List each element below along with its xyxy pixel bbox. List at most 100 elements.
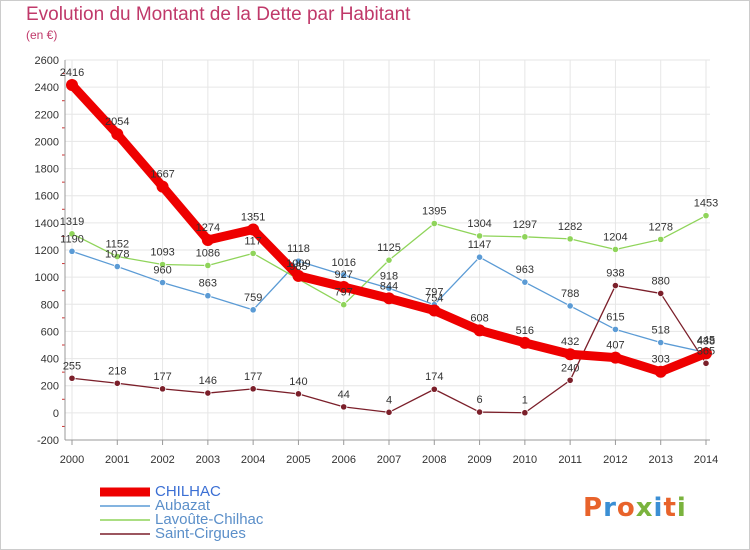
data-label: 174 (425, 371, 443, 383)
x-tick-label: 2005 (286, 454, 310, 466)
data-label: 445 (697, 334, 715, 346)
data-labels: 2416 2054 1667 1274 1351 1009 927 844 754 608 516 4… (60, 67, 718, 407)
data-point (475, 408, 484, 416)
y-tick-label: 0 (53, 408, 59, 420)
data-point (158, 385, 167, 393)
data-point (340, 403, 348, 411)
logo-letter: i (676, 493, 687, 523)
data-point (521, 409, 529, 417)
data-point (158, 260, 167, 269)
data-label: 608 (470, 312, 488, 324)
x-tick-label: 2006 (331, 454, 355, 466)
data-label: 1093 (150, 247, 174, 259)
data-label: 407 (606, 340, 624, 352)
data-point (702, 212, 710, 220)
data-point (247, 223, 260, 236)
data-label: 1304 (467, 218, 491, 230)
data-point (385, 256, 393, 264)
data-label: 1009 (286, 258, 310, 270)
data-point (700, 347, 712, 360)
data-label: 863 (199, 278, 217, 290)
grid-lines (65, 59, 710, 441)
logo-letter: P (583, 493, 604, 523)
data-label: 1204 (603, 231, 627, 243)
data-label: 1278 (648, 221, 672, 233)
y-tick-label: 1600 (35, 191, 59, 203)
data-label: 1078 (105, 249, 129, 261)
data-label: 754 (425, 293, 443, 305)
data-label: 1190 (60, 233, 84, 245)
proxiti-logo: Proxiti (583, 493, 687, 523)
data-label: 255 (63, 360, 81, 372)
data-point (521, 233, 529, 241)
data-label: 438 (697, 335, 715, 347)
x-tick-label: 2014 (694, 454, 718, 466)
data-point (518, 336, 531, 349)
data-label: 44 (338, 389, 350, 401)
data-label: 1319 (60, 216, 84, 228)
x-tick-label: 2002 (150, 454, 174, 466)
data-label: 1297 (513, 219, 537, 231)
data-label: 1667 (150, 169, 174, 181)
data-label: 1152 (105, 239, 129, 251)
data-label: 2054 (105, 116, 129, 128)
data-label: 4 (386, 394, 392, 406)
y-tick-label: 1000 (35, 272, 59, 284)
data-point (113, 252, 121, 261)
data-label: 844 (380, 280, 398, 292)
legend-label-aubazat: Aubazat (155, 497, 211, 514)
data-label: 1274 (196, 222, 220, 234)
x-tick-label: 2003 (196, 454, 220, 466)
data-label: 788 (561, 288, 579, 300)
data-point (111, 128, 124, 141)
data-label: 518 (652, 325, 670, 337)
data-point (521, 278, 529, 286)
y-tick-label: 1400 (35, 218, 59, 230)
data-point (654, 365, 667, 378)
data-point (249, 249, 257, 257)
data-label: 117 (244, 235, 262, 247)
legend-label-saint-cirgues: Saint-Cirgues (155, 525, 246, 542)
data-point (657, 235, 665, 244)
data-point (294, 257, 303, 265)
y-tick-label: 1800 (35, 164, 59, 176)
data-point (475, 253, 484, 261)
y-tick-label: 200 (41, 381, 59, 393)
data-point (204, 389, 212, 397)
y-tick-label: -200 (37, 435, 59, 447)
data-point (657, 338, 665, 347)
legend-label-chilhac: CHILHAC (155, 483, 221, 500)
data-point (294, 390, 303, 398)
data-label: 2416 (60, 67, 84, 79)
data-label: 1125 (377, 242, 401, 254)
data-point (113, 262, 121, 271)
data-label: 1351 (241, 212, 265, 224)
x-tick-label: 2013 (648, 454, 672, 466)
data-point (66, 78, 78, 91)
logo-letter: o (616, 493, 636, 523)
data-point (113, 379, 121, 387)
y-tick-label: 2200 (35, 109, 59, 121)
data-label: 1016 (331, 257, 355, 269)
data-point (428, 304, 441, 317)
data-point (566, 235, 574, 243)
data-label: 6 (477, 394, 483, 406)
data-point (475, 232, 484, 240)
data-point (249, 385, 257, 393)
chart-title: Evolution du Montant de la Dette par Hab… (26, 4, 411, 25)
data-point (249, 306, 257, 314)
data-label: 1147 (468, 239, 492, 251)
axes: -200 0 200 400 600 800 1000 1200 1400 1600 1800 200… (35, 55, 719, 466)
data-label: 432 (561, 336, 579, 348)
data-label: 1395 (422, 206, 446, 218)
data-point (609, 351, 622, 364)
data-point (68, 230, 76, 238)
data-label: 797 (335, 287, 353, 299)
data-point (611, 325, 620, 333)
data-label: 303 (652, 354, 670, 366)
legend (100, 487, 150, 535)
data-label: 880 (652, 275, 670, 287)
y-tick-label: 2000 (35, 136, 59, 148)
